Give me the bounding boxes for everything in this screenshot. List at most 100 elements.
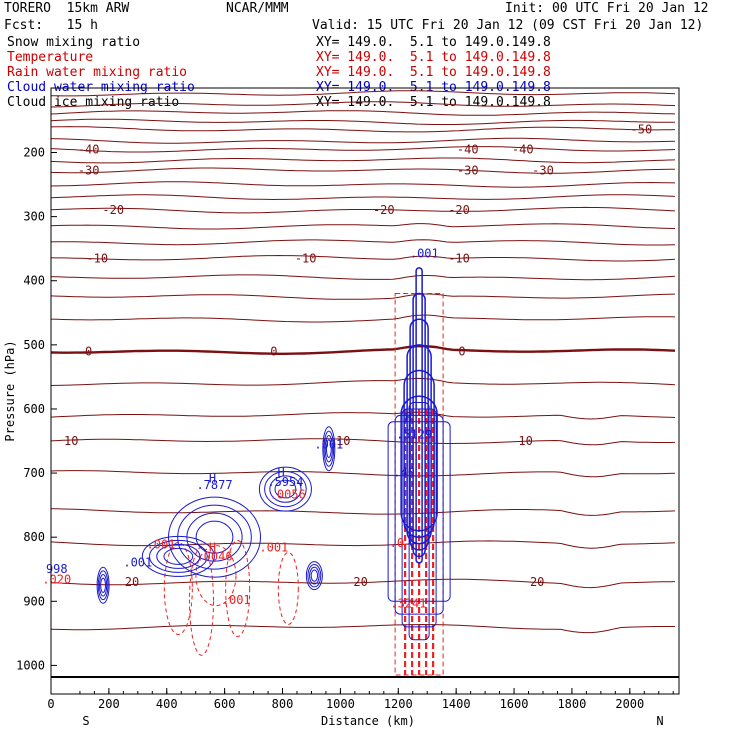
cloud-contour — [325, 439, 332, 459]
temperature-contour — [50, 411, 676, 420]
x-tick-label: 400 — [156, 697, 178, 711]
cloud-contour — [149, 539, 208, 573]
x-end-label-north: N — [656, 714, 663, 728]
temperature-contour — [50, 90, 676, 97]
temperature-label: 10 — [518, 434, 532, 448]
cloud-contour — [387, 421, 451, 602]
cloud-contour — [97, 570, 109, 601]
cloud-contour — [100, 577, 106, 593]
cloud-contour — [269, 475, 302, 503]
temperature-label: 0 — [85, 344, 92, 358]
cloud-contour — [258, 466, 312, 512]
temperature-contour — [50, 167, 675, 174]
cloud-contour — [310, 569, 319, 582]
legend-xy-snow: XY= 149.0. 5.1 to 149.0.149.8 — [316, 35, 551, 50]
cloud-contour — [141, 535, 215, 577]
legend-xy-rain: XY= 149.0. 5.1 to 149.0.149.8 — [316, 65, 551, 80]
cloud-contour — [156, 543, 201, 569]
rain-label: H — [209, 540, 216, 554]
temperature-contour — [50, 126, 676, 133]
cloud-contour — [307, 563, 322, 588]
x-tick-label: 1000 — [326, 697, 355, 711]
cloud-label: .7877 — [196, 478, 232, 492]
cloud-contour — [309, 566, 320, 585]
cloud-contour — [264, 470, 307, 508]
rain-label: .001 — [222, 593, 251, 607]
rain-contour — [195, 545, 237, 607]
temperature-label: 10 — [336, 434, 350, 448]
rain-contour — [163, 541, 193, 635]
y-axis-label: Pressure (hPa) — [3, 340, 17, 441]
x-axis-label: Distance (km) — [321, 714, 415, 728]
cloud-label: H — [277, 465, 284, 479]
y-tick-label: 600 — [23, 402, 45, 416]
temperature-label: 20 — [530, 575, 544, 589]
temperature-label: -50 — [631, 122, 653, 136]
valid-time: Valid: 15 UTC Fri 20 Jan 12 (09 CST Fri … — [312, 18, 704, 33]
cloud-contour — [274, 479, 297, 499]
y-tick-label: 500 — [23, 338, 45, 352]
cloud-contour — [401, 408, 437, 628]
legend-name-rain: Rain water mixing ratio — [7, 65, 188, 80]
cloud-contour — [163, 547, 194, 565]
temperature-label: -20 — [373, 203, 395, 217]
cloud-label: .001 — [314, 438, 343, 452]
temperature-label: -30 — [457, 163, 479, 177]
temperature-contour — [50, 157, 676, 164]
x-tick-label: 0 — [47, 697, 54, 711]
temperature-contour — [50, 101, 676, 108]
temperature-contour — [50, 314, 676, 323]
temperature-contour — [50, 206, 676, 214]
rain-label: .0 — [390, 536, 404, 550]
cloud-contour — [98, 573, 108, 597]
cloud-contour — [96, 566, 110, 604]
temperature-label: -10 — [295, 251, 317, 265]
cloud-contour — [394, 414, 444, 615]
legend-name-temperature: Temperature — [7, 50, 94, 65]
y-tick-label: 300 — [23, 210, 45, 224]
legend-name-snow: Snow mixing ratio — [7, 35, 141, 50]
temperature-label: -40 — [78, 142, 100, 156]
temperature-label: -30 — [78, 163, 100, 177]
model-title: TORERO 15km ARW — [4, 1, 130, 16]
temperature-contour — [50, 181, 676, 188]
temperature-contour — [51, 508, 676, 516]
cloud-contour — [168, 496, 262, 578]
cloud-label: .40 — [393, 465, 415, 479]
legend-name-cloud-ice: Cloud ice mixing ratio — [7, 95, 180, 110]
x-end-label-south: S — [82, 714, 89, 728]
y-tick-label: 900 — [23, 594, 45, 608]
rain-label: .001 — [147, 538, 176, 552]
forecast-hour: Fcst: 15 h — [4, 18, 98, 33]
cloud-contour — [400, 395, 438, 532]
x-tick-label: 1800 — [557, 697, 586, 711]
cloud-contour — [324, 435, 333, 463]
cloud-contour — [403, 369, 435, 538]
cloud-contour — [195, 520, 234, 554]
cloud-contour — [323, 430, 335, 467]
cloud-contour — [412, 292, 426, 558]
cloud-contour — [406, 344, 432, 545]
temperature-contour — [50, 438, 676, 446]
temperature-contour — [50, 344, 676, 355]
temperature-label: 0 — [458, 344, 465, 358]
cloud-label: .5954 — [267, 475, 303, 489]
x-tick-label: 1400 — [442, 697, 471, 711]
cloud-label: .001 — [410, 247, 439, 261]
temperature-label: -20 — [448, 203, 470, 217]
legend-xy-temperature: XY= 149.0. 5.1 to 149.0.149.8 — [316, 50, 551, 65]
y-tick-label: 200 — [23, 146, 45, 160]
x-tick-label: 200 — [98, 697, 120, 711]
cloud-contour — [408, 402, 430, 641]
center-title: NCAR/MMM — [226, 1, 289, 16]
y-tick-label: 1000 — [16, 658, 45, 672]
temperature-contour — [50, 194, 676, 201]
temperature-contour — [50, 146, 676, 153]
temperature-contour — [50, 540, 676, 549]
temperature-contour — [50, 118, 675, 125]
rain-label: .3241 — [390, 597, 426, 611]
cloud-label: .5129 — [396, 427, 432, 441]
plot-frame — [50, 87, 680, 695]
temperature-label: -40 — [457, 142, 479, 156]
